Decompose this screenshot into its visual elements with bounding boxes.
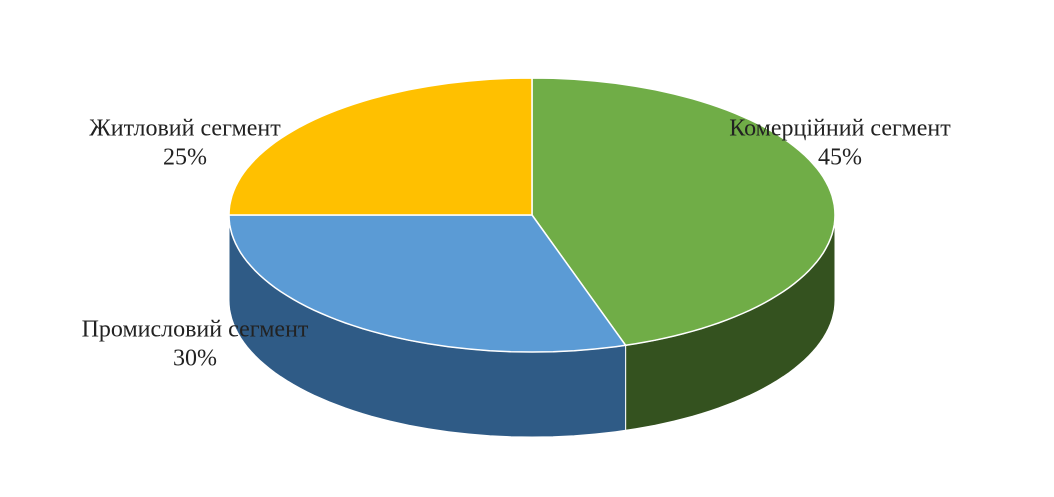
slice-value-label: 45% [818, 145, 862, 171]
slice-value-label: 25% [163, 145, 207, 171]
slice [228, 77, 533, 216]
slice-label: Промисловий сегмент [82, 317, 309, 343]
slice-label: Комерційний сегмент [729, 116, 951, 142]
slice [228, 214, 627, 353]
slice [531, 77, 836, 347]
slice-value-label: 30% [173, 346, 217, 372]
slice-label: Житловий сегмент [89, 116, 281, 142]
